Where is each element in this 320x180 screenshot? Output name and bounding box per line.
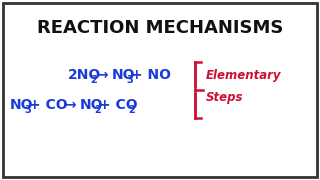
- Text: →: →: [96, 68, 108, 82]
- Text: 2: 2: [128, 105, 135, 115]
- Text: 2: 2: [94, 105, 101, 115]
- Text: 3: 3: [126, 75, 133, 85]
- Text: + CO: + CO: [99, 98, 138, 112]
- Text: REACTION MECHANISMS: REACTION MECHANISMS: [37, 19, 283, 37]
- Text: →: →: [64, 98, 76, 112]
- Text: NO: NO: [10, 98, 34, 112]
- Text: 2NO: 2NO: [68, 68, 101, 82]
- Text: 3: 3: [24, 105, 31, 115]
- Text: + NO: + NO: [131, 68, 171, 82]
- Text: + CO: + CO: [29, 98, 68, 112]
- FancyBboxPatch shape: [3, 3, 317, 177]
- Text: NO: NO: [80, 98, 103, 112]
- Text: Elementary: Elementary: [206, 69, 282, 82]
- Text: Steps: Steps: [206, 91, 244, 105]
- Text: NO: NO: [112, 68, 135, 82]
- Text: 2: 2: [90, 75, 97, 85]
